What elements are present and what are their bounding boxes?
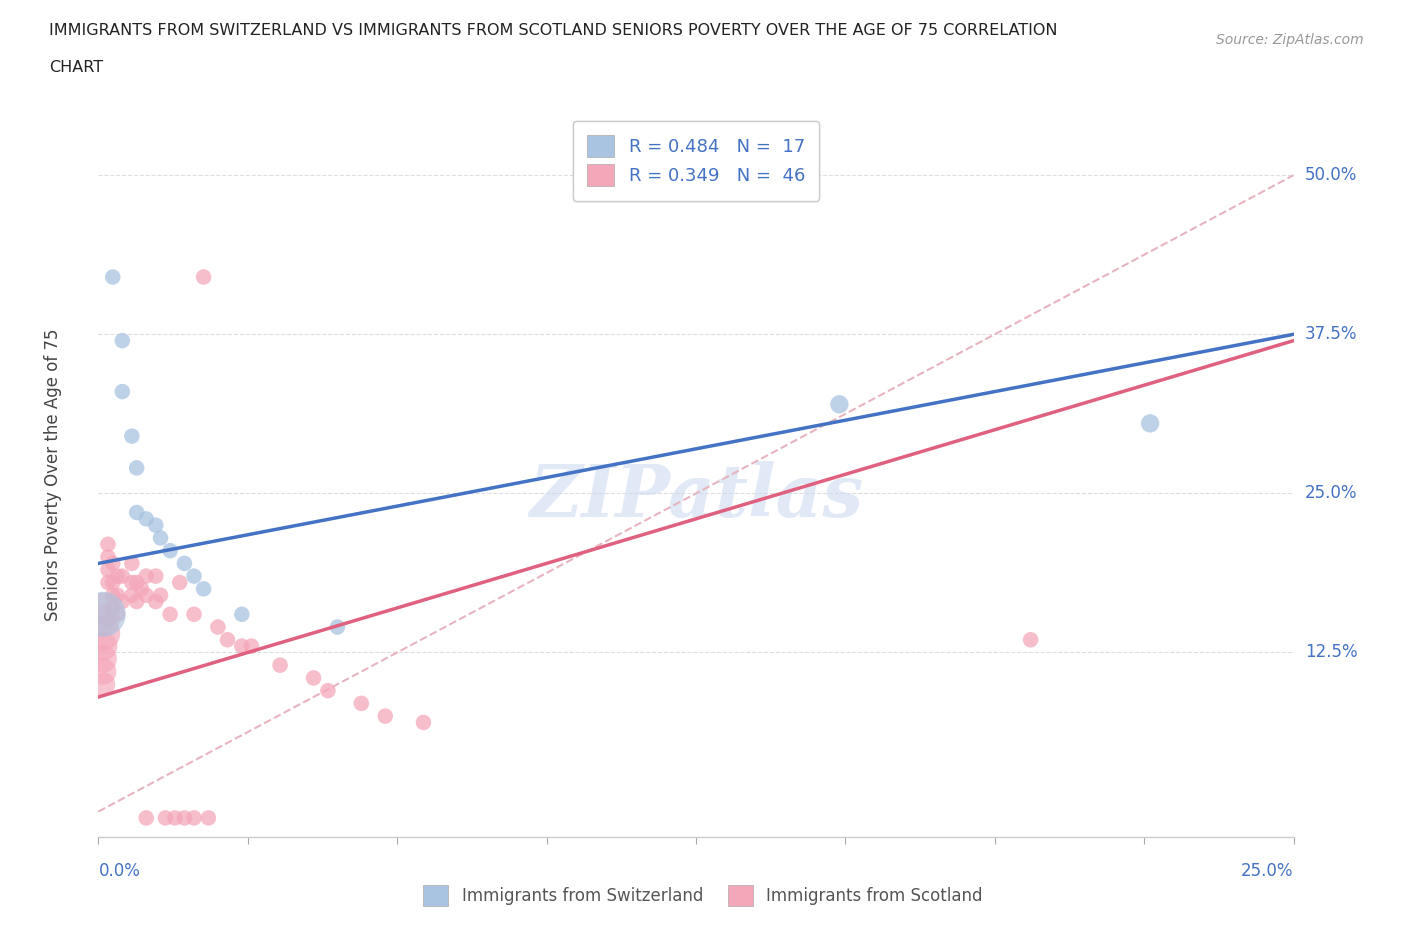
Point [207, 619, 229, 634]
Point [111, 594, 134, 609]
Point [326, 619, 349, 634]
Point [107, 588, 129, 603]
Point [169, 575, 191, 590]
Point [125, 505, 148, 520]
Point [412, 715, 434, 730]
Point [125, 594, 148, 609]
Point [97, 575, 120, 590]
Text: ZIPatlas: ZIPatlas [529, 460, 863, 532]
Text: 0.0%: 0.0% [98, 862, 141, 881]
Point [111, 384, 134, 399]
Point [183, 810, 205, 825]
Text: Source: ZipAtlas.com: Source: ZipAtlas.com [1216, 33, 1364, 46]
Point [173, 810, 195, 825]
Point [107, 607, 129, 622]
Point [91, 639, 114, 654]
Point [828, 397, 851, 412]
Point [111, 568, 134, 583]
Point [1139, 416, 1161, 431]
Point [97, 563, 120, 578]
Point [101, 601, 124, 616]
Point [374, 709, 396, 724]
Point [135, 588, 157, 603]
Point [135, 512, 157, 526]
Text: 50.0%: 50.0% [1305, 166, 1357, 184]
Point [183, 607, 205, 622]
Point [101, 556, 124, 571]
Point [231, 639, 253, 654]
Point [159, 607, 181, 622]
Text: 37.5%: 37.5% [1305, 326, 1357, 343]
Point [91, 677, 114, 692]
Point [121, 429, 143, 444]
Point [91, 601, 114, 616]
Point [111, 333, 134, 348]
Point [101, 588, 124, 603]
Point [350, 696, 373, 711]
Point [183, 568, 205, 583]
Point [193, 270, 215, 285]
Point [149, 530, 172, 545]
Point [145, 518, 167, 533]
Point [101, 270, 124, 285]
Point [240, 639, 263, 654]
Point [107, 568, 129, 583]
Point [135, 568, 157, 583]
Point [145, 594, 167, 609]
Text: Seniors Poverty Over the Age of 75: Seniors Poverty Over the Age of 75 [44, 328, 62, 620]
Point [91, 613, 114, 628]
Text: 25.0%: 25.0% [1305, 485, 1357, 502]
Point [97, 550, 120, 565]
Point [91, 651, 114, 666]
Point [91, 607, 114, 622]
Point [302, 671, 325, 685]
Point [231, 607, 253, 622]
Point [193, 581, 215, 596]
Point [121, 575, 143, 590]
Point [217, 632, 239, 647]
Point [91, 626, 114, 641]
Point [97, 613, 120, 628]
Point [1019, 632, 1042, 647]
Point [101, 575, 124, 590]
Point [121, 556, 143, 571]
Point [173, 556, 195, 571]
Point [159, 543, 181, 558]
Point [269, 658, 291, 672]
Point [163, 810, 186, 825]
Point [149, 588, 172, 603]
Point [197, 810, 219, 825]
Text: CHART: CHART [49, 60, 103, 75]
Point [131, 581, 153, 596]
Point [135, 810, 157, 825]
Point [125, 460, 148, 475]
Point [145, 568, 167, 583]
Point [97, 537, 120, 551]
Text: 12.5%: 12.5% [1305, 644, 1357, 661]
Text: IMMIGRANTS FROM SWITZERLAND VS IMMIGRANTS FROM SCOTLAND SENIORS POVERTY OVER THE: IMMIGRANTS FROM SWITZERLAND VS IMMIGRANT… [49, 23, 1057, 38]
Text: 25.0%: 25.0% [1241, 862, 1294, 881]
Point [316, 684, 339, 698]
Legend: Immigrants from Switzerland, Immigrants from Scotland: Immigrants from Switzerland, Immigrants … [416, 879, 990, 912]
Legend: R = 0.484   N =  17, R = 0.349   N =  46: R = 0.484 N = 17, R = 0.349 N = 46 [572, 121, 820, 201]
Point [155, 810, 177, 825]
Point [125, 575, 148, 590]
Point [121, 588, 143, 603]
Point [91, 664, 114, 679]
